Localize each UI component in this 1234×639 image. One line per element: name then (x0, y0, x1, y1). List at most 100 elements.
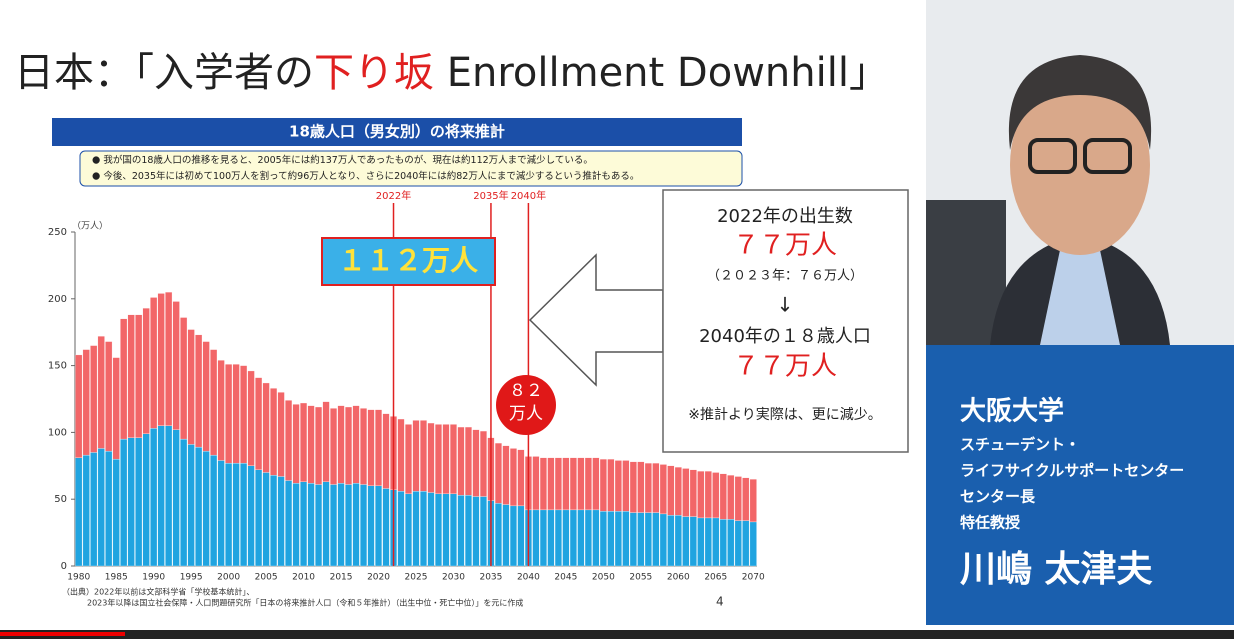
bar-segment (727, 519, 735, 567)
bar-segment (667, 515, 675, 567)
bar-segment (375, 409, 383, 486)
bar-segment (225, 462, 233, 567)
callout-circle (496, 375, 556, 435)
bar-segment (562, 509, 570, 567)
bar-segment (315, 406, 323, 485)
bar-segment (412, 491, 420, 567)
bar-segment (367, 485, 375, 567)
bar-segment (135, 437, 143, 567)
bar-segment (330, 408, 338, 485)
bar-segment (187, 329, 195, 445)
bar-segment (337, 483, 345, 567)
bar-segment (262, 472, 270, 567)
bar-segment (240, 365, 248, 464)
bar-segment (742, 477, 750, 521)
bar-segment (97, 448, 105, 567)
bar-segment (180, 317, 188, 440)
bar-segment (659, 513, 667, 567)
marker-label: 2022年 (376, 189, 411, 202)
bar-segment (719, 473, 727, 520)
bar-segment (382, 413, 390, 489)
bar-segment (412, 420, 420, 492)
x-tick-label: 2070 (742, 573, 765, 583)
bar-segment (419, 491, 427, 567)
bar-segment (704, 470, 712, 519)
bar-segment (180, 438, 188, 567)
bar-segment (637, 512, 645, 567)
bar-segment (742, 520, 750, 567)
bar-segment (569, 457, 577, 511)
bar-segment (382, 488, 390, 567)
y-tick-label: 50 (54, 494, 67, 505)
circle-text: 万人 (509, 404, 543, 424)
bar-segment (712, 472, 720, 519)
bullet-text: 我が国の18歳人口の推移を見ると、2005年には約137万人であったものが、現在… (103, 154, 593, 166)
bar-segment (689, 469, 697, 517)
bar-segment (285, 480, 293, 567)
bar-segment (232, 462, 240, 567)
plot: 0 50 100 150 200 250 1980 1985 1990 1995 2000 2005 2… (48, 189, 765, 583)
bullet: ● 今後、2035年には初めて100万人を割って約96万人となり、さらに2040… (92, 170, 639, 182)
bar-segment (667, 465, 675, 516)
bar-segment (584, 509, 592, 567)
bar-segment (464, 426, 472, 496)
x-tick-label: 1995 (180, 573, 203, 583)
bar-segment (644, 462, 652, 513)
bar-segment (195, 446, 203, 567)
bar-segment (472, 429, 480, 497)
bar-segment (712, 517, 720, 567)
x-tick-label: 2035 (479, 573, 502, 583)
y-tick-label: 0 (61, 561, 67, 572)
info-text: ７７万人 (733, 352, 837, 382)
bar-segment (592, 457, 600, 511)
bar-segment (300, 402, 308, 482)
progress-bar (0, 630, 1234, 639)
bar-segment (262, 382, 270, 473)
bar-segment (607, 511, 615, 567)
title-part: 日本：「入学者の (14, 50, 314, 96)
bar-segment (607, 458, 615, 512)
bar-segment (479, 430, 487, 497)
bar-segment (734, 476, 742, 521)
bar-segment (457, 495, 465, 567)
bar-segment (240, 462, 248, 567)
bar-segment (307, 405, 315, 484)
bar-segment (210, 349, 218, 456)
x-tick-label: 1980 (67, 573, 90, 583)
bar-segment (157, 293, 165, 426)
role: ライフサイクルサポートセンター (960, 462, 1184, 480)
bar-segment (689, 516, 697, 567)
face (1010, 75, 1150, 255)
y-tick-label: 200 (48, 294, 67, 305)
bar-segment (704, 517, 712, 567)
bar-segment (457, 426, 465, 496)
bar-segment (614, 511, 622, 567)
bar-segment (652, 512, 660, 567)
bar-segment (674, 515, 682, 567)
bar-segment (142, 433, 150, 567)
callout-text: １１２万人 (338, 244, 478, 277)
bar-segment (674, 466, 682, 516)
bar-segment (315, 484, 323, 567)
name-panel (926, 345, 1234, 625)
video-bg (926, 200, 1006, 345)
bar-segment (682, 516, 690, 567)
role: 特任教授 (960, 514, 1021, 532)
slide-title: 日本：「入学者の下り坂 Enrollment Downhill」 (14, 50, 889, 96)
bar-segment (749, 521, 757, 567)
bar-segment (112, 357, 120, 460)
bar-segment (172, 301, 180, 430)
chart-header (52, 118, 742, 146)
title-part: 下り坂 (314, 50, 434, 96)
bar-segment (637, 461, 645, 513)
bar-segment (592, 509, 600, 567)
x-tick-label: 2060 (667, 573, 690, 583)
bar-segment (449, 493, 457, 567)
glasses (1028, 138, 1077, 174)
bar-segment (307, 483, 315, 567)
bar-segment (682, 468, 690, 517)
bar-segment (622, 460, 630, 512)
bar-segment (330, 484, 338, 567)
y-tick-label: 250 (48, 227, 67, 238)
